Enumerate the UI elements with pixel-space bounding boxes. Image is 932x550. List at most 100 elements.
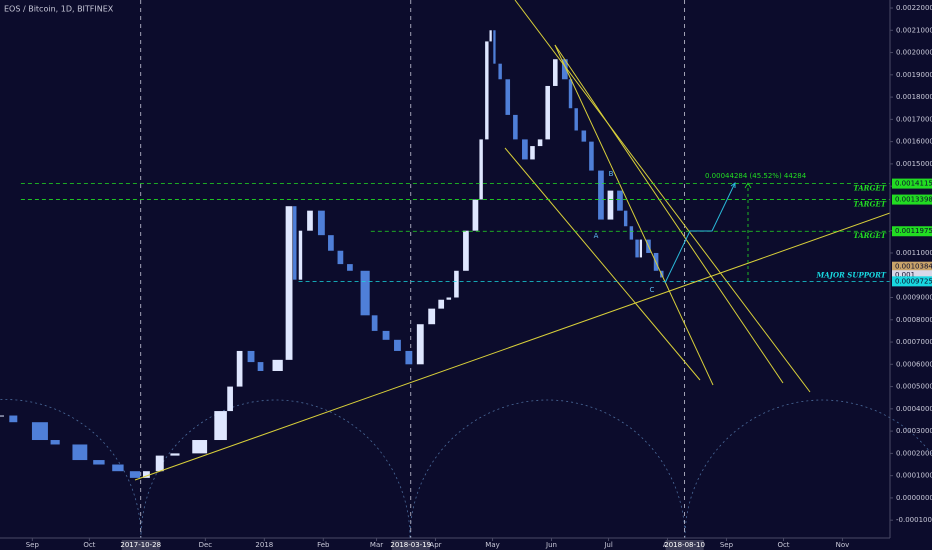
candle (513, 114, 518, 140)
date-label: 2018-08-10 (664, 541, 705, 549)
x-tick-label: Feb (317, 541, 330, 549)
x-tick-label: Nov (836, 541, 850, 549)
candle (382, 330, 390, 340)
candle (328, 235, 334, 251)
candles (0, 30, 664, 478)
candle (9, 415, 18, 423)
candle (530, 146, 535, 160)
candle (285, 206, 293, 360)
candle (257, 362, 264, 371)
candle (607, 190, 614, 220)
x-tick-label: Apr (429, 541, 441, 549)
candle (31, 422, 48, 441)
candle (371, 315, 378, 331)
measure-arrow (744, 182, 752, 189)
candle (428, 308, 436, 325)
price-badge (892, 261, 932, 272)
candle (298, 230, 303, 280)
x-tick-label: Sep (26, 541, 40, 549)
price-badge-label: 0.00141155 (895, 180, 932, 188)
chart-title: EOS / Bitcoin, 1D, BITFINEX (4, 5, 114, 14)
candle (581, 130, 587, 142)
trend-lines (134, 0, 891, 481)
candle (635, 239, 639, 258)
candle (416, 324, 424, 365)
level-note: MAJOR SUPPORT (815, 270, 886, 279)
x-tick-label: Sep (720, 541, 734, 549)
candle (72, 444, 88, 461)
candle (446, 297, 452, 300)
level-note: TARGET (853, 231, 886, 240)
candle (236, 350, 243, 387)
candle (485, 41, 489, 140)
candle (192, 440, 208, 454)
candle (360, 270, 370, 316)
candle (537, 139, 543, 147)
date-label: 2017-10-28 (120, 541, 161, 549)
date-badge (391, 540, 430, 550)
measure-label: 0.00044284 (45.52%) 44284 (705, 172, 807, 180)
wave-label: B (609, 170, 614, 178)
candle (337, 250, 344, 265)
candle (623, 210, 628, 227)
candle (347, 264, 353, 271)
x-tick-label: 2018 (255, 541, 273, 549)
date-label: 2018-03-19 (390, 541, 431, 549)
level-note: TARGET (853, 200, 886, 209)
candle (143, 471, 150, 478)
candle (50, 440, 60, 445)
x-tick-label: Jul (603, 541, 613, 549)
candle (247, 350, 255, 363)
price-badge (892, 194, 932, 205)
candle (574, 108, 578, 131)
wave-label: C (650, 286, 655, 294)
price-badge (892, 276, 932, 287)
price-badge-label: 0.0013398 (895, 196, 932, 204)
candle (545, 85, 550, 140)
candle (472, 199, 479, 231)
candle (405, 350, 413, 365)
x-tick-label: Dec (199, 541, 213, 549)
date-badge (665, 540, 704, 550)
candle (489, 30, 492, 42)
cycle-arcs (0, 399, 932, 539)
candle (438, 299, 445, 309)
candle (317, 210, 325, 236)
levels: TARGET TARGET TARGET MAJOR SUPPORT (20, 183, 890, 282)
x-tick-label: May (485, 541, 499, 549)
candle (589, 141, 594, 171)
candle (598, 170, 604, 220)
candle (214, 411, 227, 441)
candle (463, 230, 469, 271)
x-tick-label: Oct (83, 541, 95, 549)
candle (227, 386, 233, 412)
candle (493, 30, 496, 64)
cycle-lines (140, 0, 686, 538)
price-badge-label: 0.00097253 (895, 277, 932, 285)
candle (454, 270, 459, 298)
wave-label: A (594, 232, 599, 240)
candle (272, 359, 283, 371)
candle (307, 210, 313, 231)
candle (553, 59, 558, 86)
price-badge-label: 0.00119757 (895, 227, 932, 235)
candle (498, 63, 502, 80)
candle (112, 464, 124, 472)
candle (293, 206, 297, 280)
